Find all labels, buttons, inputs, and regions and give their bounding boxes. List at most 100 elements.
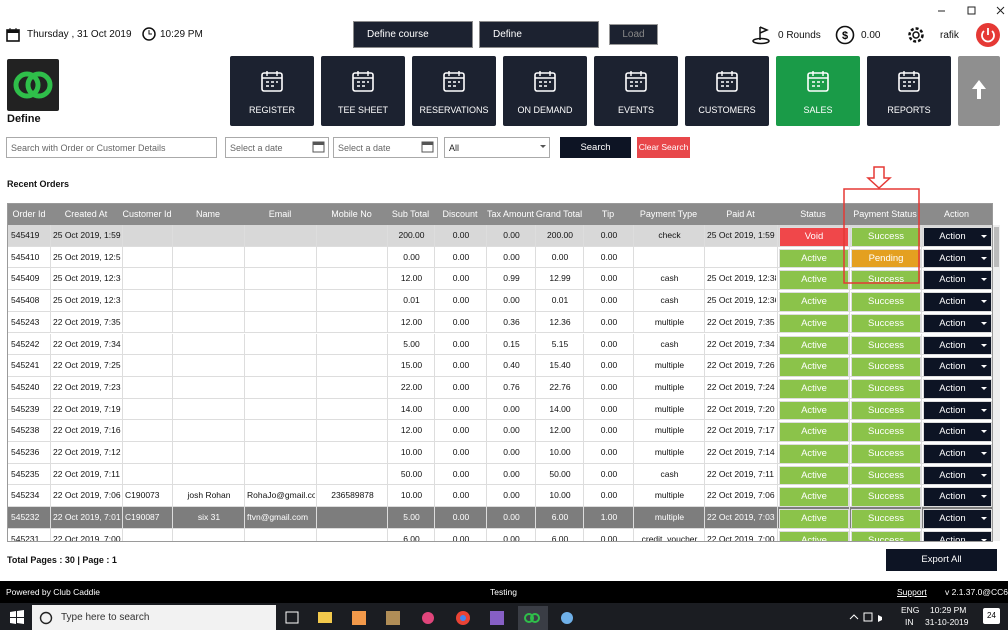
table-cell: cash (660, 468, 679, 479)
table-row[interactable]: 545241 22 Oct 2019, 7:25 P 15.00 0.00 0.40 15… (8, 355, 992, 377)
nav-button[interactable]: CUSTOMERS (685, 56, 769, 126)
notifications[interactable]: 24 (983, 608, 1000, 624)
nav-button[interactable]: TEE SHEET (321, 56, 405, 126)
define-select[interactable]: Define (479, 21, 599, 48)
column-divider (316, 311, 317, 333)
table-cell: 0.00 (452, 468, 470, 479)
action-dropdown[interactable]: Action (923, 335, 992, 356)
table-cell: 0.76 (503, 381, 520, 392)
column-divider (633, 485, 634, 507)
action-dropdown[interactable]: Action (923, 357, 992, 377)
table-cell: 5.15 (551, 338, 569, 349)
table-cell: 545241 (11, 360, 40, 371)
action-dropdown[interactable]: Action (923, 292, 992, 312)
date-from[interactable]: Select a date (225, 137, 329, 158)
table-cell: multiple (654, 512, 685, 523)
search-button[interactable]: Search (560, 137, 631, 158)
column-divider (633, 311, 634, 333)
table-row[interactable]: 545239 22 Oct 2019, 7:19 P 14.00 0.00 0.00 14… (8, 398, 992, 421)
action-label: Action (939, 231, 966, 242)
action-dropdown[interactable]: Action (923, 487, 992, 508)
action-dropdown[interactable]: Action (923, 227, 992, 247)
column-divider (244, 507, 245, 528)
table-cell: 6.00 (551, 512, 569, 523)
table-row[interactable]: 545236 22 Oct 2019, 7:12 P 10.00 0.00 0.00 10… (8, 442, 992, 464)
table-cell: 0.00 (452, 316, 470, 327)
table-row[interactable]: 545243 22 Oct 2019, 7:35 P 12.00 0.00 0.36 12… (8, 311, 992, 334)
logout-button[interactable] (975, 22, 1001, 48)
table-row[interactable]: 545232 22 Oct 2019, 7:01 P C190087 six 31 ft… (8, 507, 992, 529)
column-divider (704, 225, 705, 246)
table-cell: 0.00 (452, 251, 470, 262)
column-divider (122, 246, 123, 268)
table-row[interactable]: 545235 22 Oct 2019, 7:11 P 50.00 0.00 0.00 50… (8, 463, 992, 486)
column-divider (535, 333, 536, 355)
column-divider (172, 290, 173, 311)
column-divider (387, 376, 388, 398)
table-cell: 22 Oct 2019, 7:34 P (53, 338, 121, 349)
nav-button[interactable]: REGISTER (230, 56, 314, 126)
table-row[interactable]: 545410 25 Oct 2019, 12:50 0.00 0.00 0.00 0.00… (8, 246, 992, 269)
table-cell: 0.00 (503, 295, 520, 306)
action-dropdown[interactable]: Action (923, 248, 992, 269)
status-badge: Active (779, 487, 849, 508)
column-divider (849, 246, 850, 268)
table-row[interactable]: 545240 22 Oct 2019, 7:23 P 22.00 0.00 0.76 22… (8, 376, 992, 399)
clear-search-button[interactable]: Clear Search (637, 137, 690, 158)
search-input[interactable]: Search with Order or Customer Details (6, 137, 217, 158)
column-divider (633, 225, 634, 246)
support-link[interactable]: Support (897, 587, 927, 597)
nav-button[interactable]: ON DEMAND (503, 56, 587, 126)
table-cell: ftvn@gmail.com (247, 512, 309, 523)
table-row[interactable]: 545234 22 Oct 2019, 7:06 P C190073 josh Roh… (8, 485, 992, 508)
table-cell: 50.00 (400, 468, 423, 479)
table-cell: 22 Oct 2019, 7:20 P (707, 403, 776, 414)
badge-label: Active (801, 513, 827, 525)
table-cell: credit_voucher (641, 533, 698, 542)
nav-label: SALES (803, 105, 833, 115)
nav-button[interactable]: RESERVATIONS (412, 56, 496, 126)
badge-label: Success (868, 534, 904, 542)
payment-status-badge: Success (851, 530, 921, 542)
table-row[interactable]: 545419 25 Oct 2019, 1:59 A 200.00 0.00 0.00 2… (8, 225, 992, 247)
table-cell: 0.00 (503, 533, 520, 542)
export-button[interactable]: Export All (886, 549, 997, 571)
status-select[interactable]: All (444, 137, 550, 158)
action-dropdown[interactable]: Action (923, 378, 992, 399)
scrollbar[interactable] (993, 225, 1000, 541)
date-to[interactable]: Select a date (333, 137, 438, 158)
badge-label: Active (801, 404, 827, 416)
table-cell: 545408 (11, 295, 40, 306)
table-row[interactable]: 545409 25 Oct 2019, 12:38 12.00 0.00 0.99 12.… (8, 268, 992, 291)
table-cell: 0.00 (503, 447, 520, 457)
payment-status-badge: Success (851, 227, 921, 247)
payment-status-badge: Success (851, 357, 921, 377)
load-button[interactable]: Load (609, 24, 658, 45)
course-select[interactable]: Define course (353, 21, 473, 48)
table-row[interactable]: 545408 25 Oct 2019, 12:36 0.01 0.00 0.00 0.01… (8, 290, 992, 312)
table-cell: cash (660, 273, 679, 284)
nav-button[interactable]: EVENTS (594, 56, 678, 126)
taskbar-search[interactable]: Type here to search (32, 605, 276, 630)
action-dropdown[interactable]: Action (923, 509, 992, 529)
action-dropdown[interactable]: Action (923, 313, 992, 334)
action-dropdown[interactable]: Action (923, 530, 992, 541)
badge-label: Success (868, 317, 904, 329)
action-dropdown[interactable]: Action (923, 444, 992, 464)
column-divider (921, 333, 922, 355)
table-cell: multiple (654, 447, 685, 457)
scroll-up-button[interactable] (958, 56, 1000, 126)
action-dropdown[interactable]: Action (923, 270, 992, 291)
table-row[interactable]: 545242 22 Oct 2019, 7:34 P 5.00 0.00 0.15 5.1… (8, 333, 992, 356)
nav-button[interactable]: SALES (776, 56, 860, 126)
table-row[interactable]: 545231 22 Oct 2019, 7:00 P 6.00 0.00 0.00 6.0… (8, 528, 992, 542)
table-row[interactable]: 545238 22 Oct 2019, 7:16 P 12.00 0.00 0.00 12… (8, 420, 992, 442)
nav-button[interactable]: REPORTS (867, 56, 951, 126)
action-dropdown[interactable]: Action (923, 465, 992, 486)
column-divider (244, 333, 245, 355)
action-dropdown[interactable]: Action (923, 400, 992, 421)
start-button[interactable] (10, 610, 24, 624)
action-dropdown[interactable]: Action (923, 422, 992, 442)
column-divider (434, 376, 435, 398)
language: ENG (901, 605, 920, 615)
